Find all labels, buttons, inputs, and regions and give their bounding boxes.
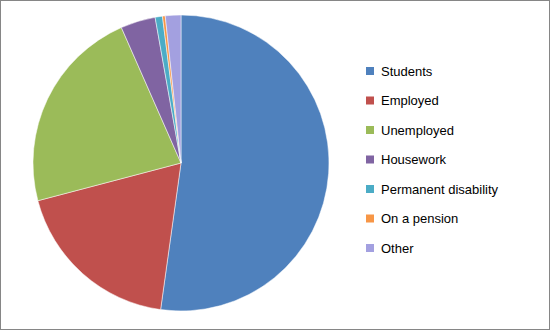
svg-text:Employed: Employed <box>381 93 439 108</box>
svg-text:Students: Students <box>381 64 433 79</box>
svg-text:Other: Other <box>381 241 414 256</box>
svg-text:Housework: Housework <box>381 152 447 167</box>
svg-text:On a pension: On a pension <box>381 211 458 226</box>
svg-text:Permanent disability: Permanent disability <box>381 182 499 197</box>
svg-text:Unemployed: Unemployed <box>381 123 454 138</box>
